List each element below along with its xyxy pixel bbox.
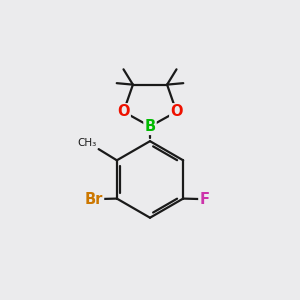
Text: O: O [117,104,130,119]
Text: CH₃: CH₃ [78,138,97,148]
Text: Br: Br [85,192,103,207]
Text: O: O [170,104,183,119]
Text: B: B [144,119,156,134]
Text: F: F [199,192,209,207]
